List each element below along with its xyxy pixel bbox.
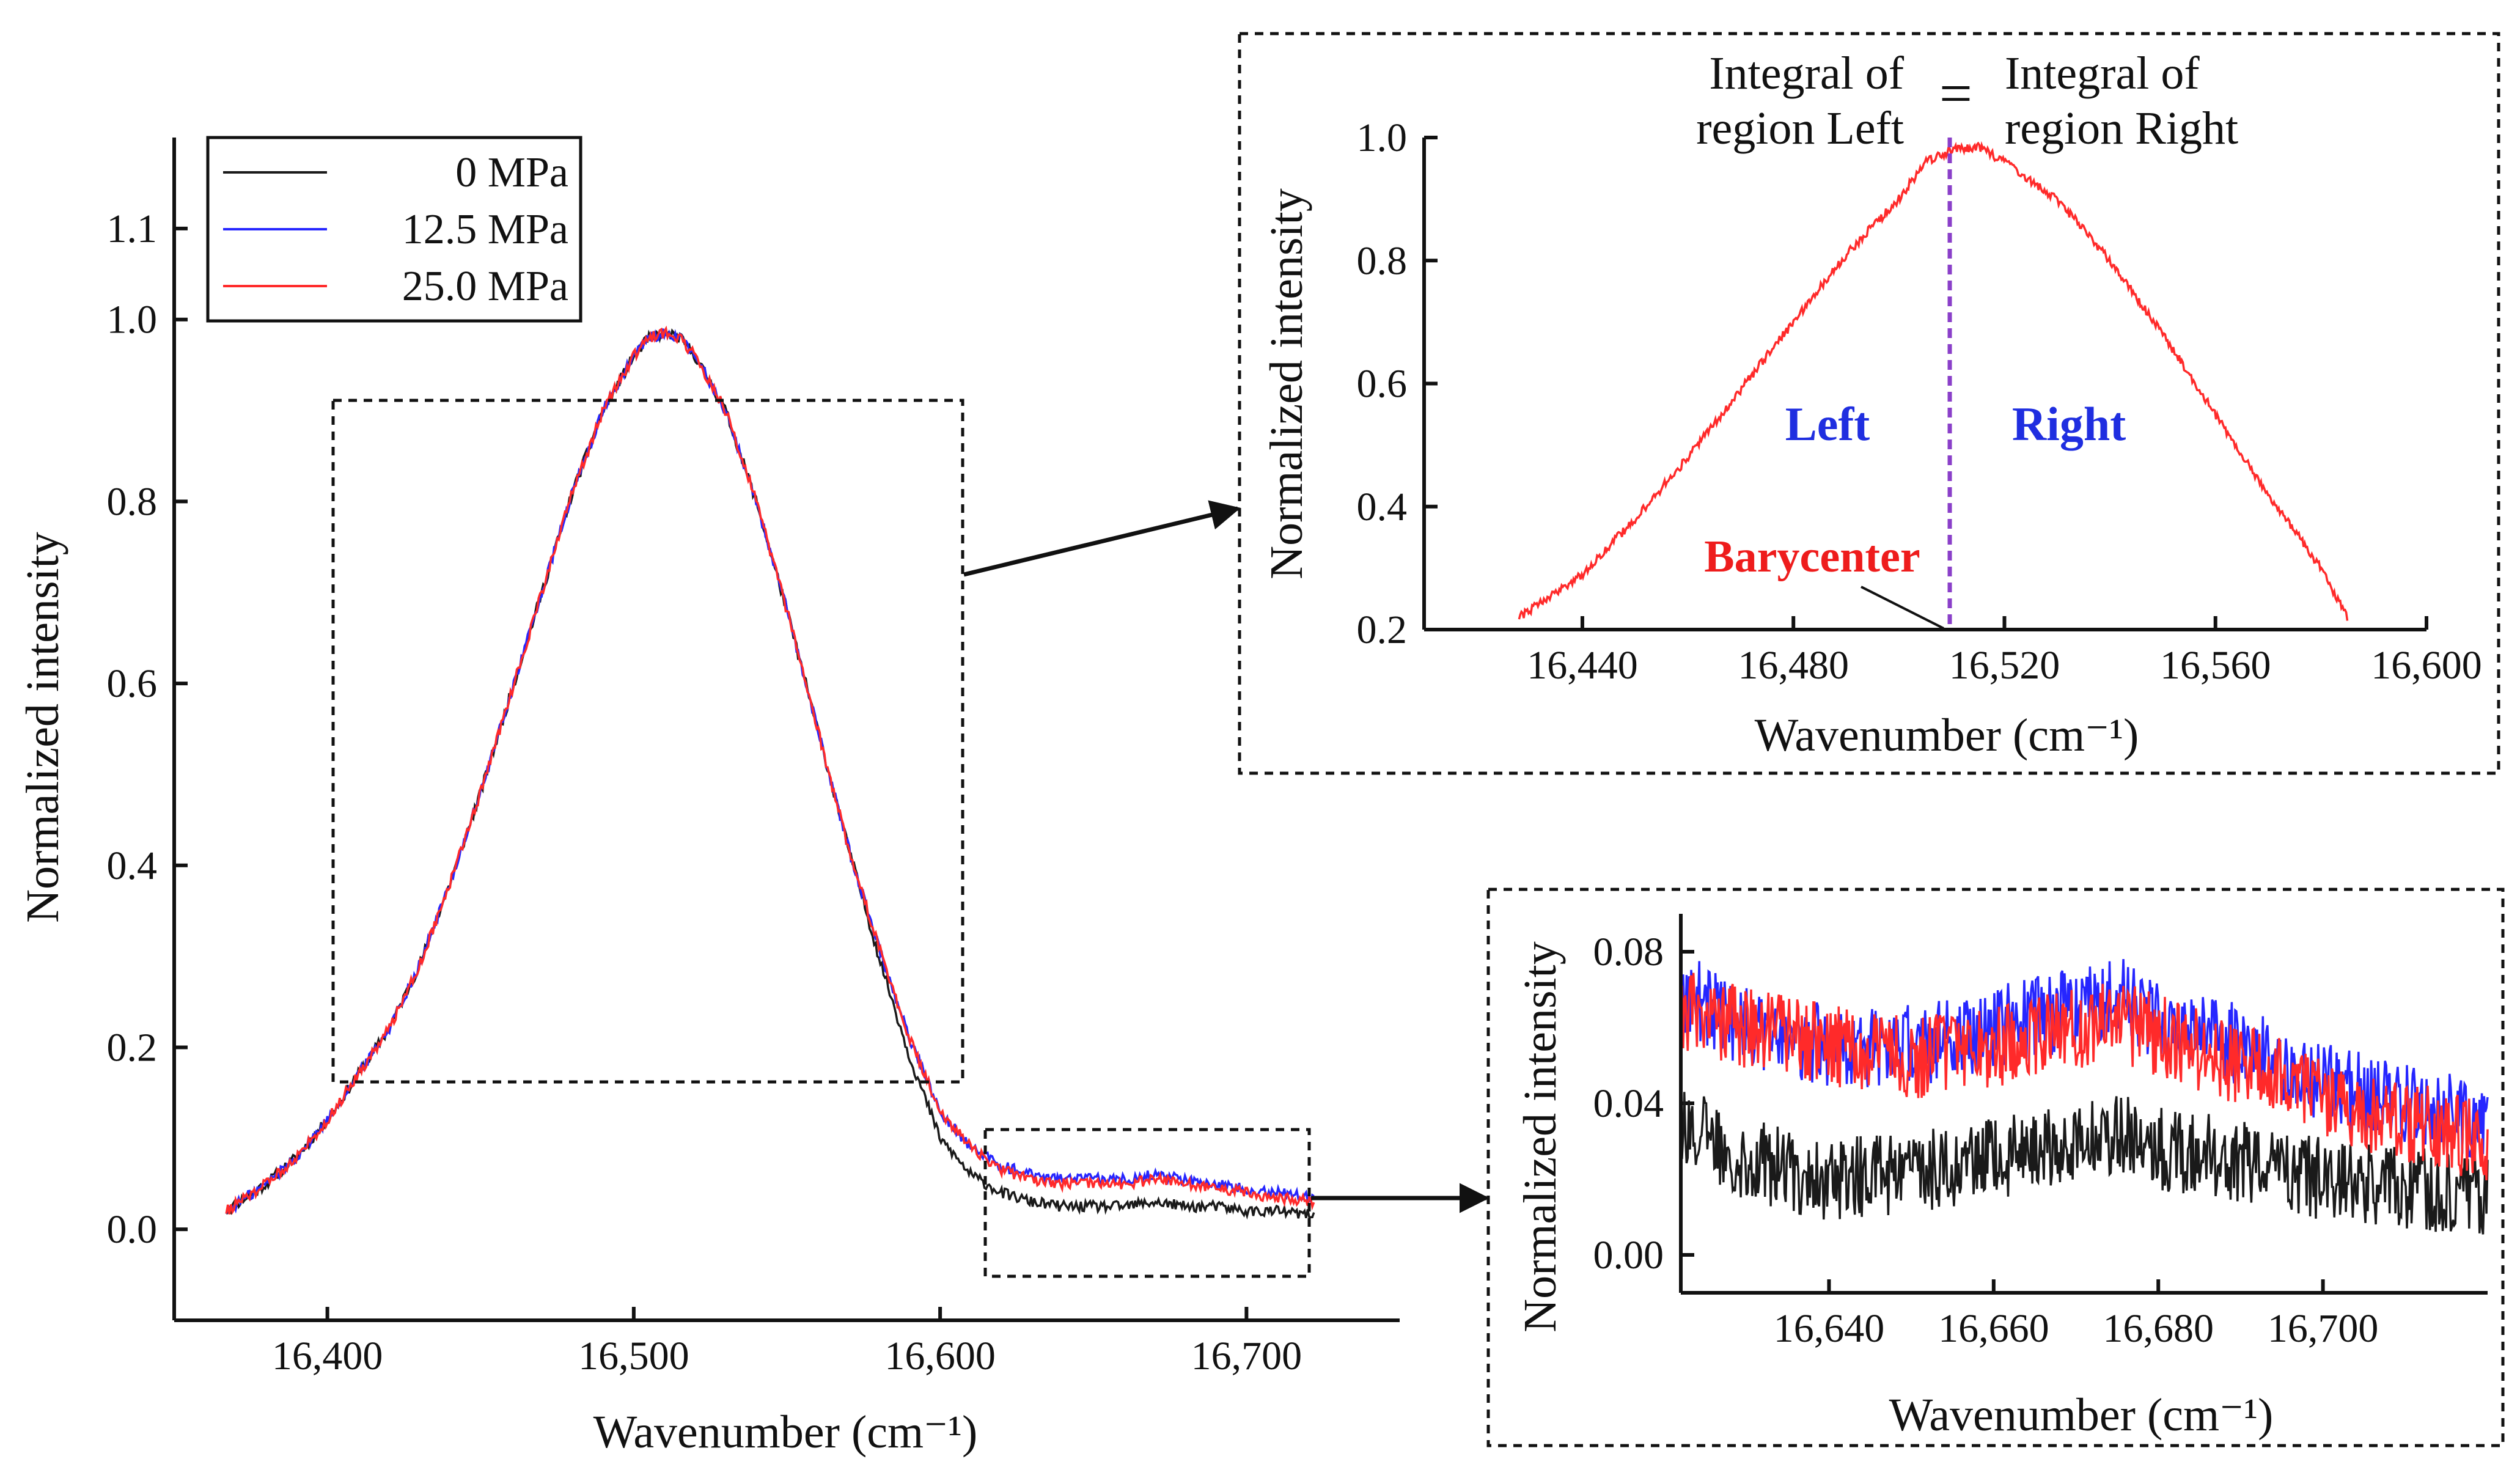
main-chart: 16,400 16,500 16,600 16,700 0.0 0.2 0.4 0.6 0.8 1… (17, 136, 1400, 1458)
tail-region-box (983, 1128, 1311, 1278)
integral-left-line2: region Left (1696, 103, 1904, 154)
main-series-0-mpa (226, 328, 1315, 1220)
main-y-tick-label: 0.2 (107, 1025, 158, 1070)
peak-inset-x-tick-label: 16,560 (2160, 643, 2271, 688)
main-series-lines (225, 325, 1315, 1220)
main-x-tick-label: 16,700 (1191, 1334, 1302, 1378)
peak-inset-y-tick-label: 0.6 (1357, 362, 1408, 406)
main-grid-ticks: 16,400 16,500 16,600 16,700 0.0 0.2 0.4 0.6 0.8 1… (107, 207, 1302, 1378)
peak-inset-frame (1238, 32, 2500, 775)
equals-sign: = (1939, 61, 1972, 126)
tail-inset-x-tick-label: 16,660 (1938, 1306, 2049, 1351)
main-x-tick-label: 16,400 (272, 1334, 383, 1378)
tail-inset-series-25-0-mpa (1680, 972, 2489, 1180)
tail-inset-y-tick-label: 0.08 (1593, 930, 1664, 974)
peak-region-box (331, 399, 964, 1084)
peak-inset-x-tick-label: 16,440 (1527, 643, 1638, 688)
main-series-25-0-mpa (225, 325, 1315, 1215)
tail-inset-y-tick-label: 0.04 (1593, 1081, 1664, 1126)
peak-inset-y-tick-label: 1.0 (1357, 116, 1408, 160)
integral-right-line2: region Right (2005, 103, 2238, 154)
main-y-tick-label: 0.4 (107, 844, 158, 888)
main-legend: 0 MPa 12.5 MPa 25.0 MPa (206, 136, 582, 323)
peak-inset-y-tick-label: 0.2 (1357, 608, 1408, 652)
barycenter-label: Barycenter (1704, 532, 1920, 582)
peak-inset-x-tick-label: 16,520 (1949, 643, 2060, 688)
peak-inset-x-axis-title: Wavenumber (cm⁻¹) (1755, 710, 2139, 761)
main-y-tick-label: 1.0 (107, 298, 158, 342)
peak-inset-y-tick-label: 0.4 (1357, 485, 1408, 529)
main-x-axis-title: Wavenumber (cm⁻¹) (593, 1406, 978, 1458)
main-y-tick-label: 0.0 (107, 1207, 158, 1252)
tail-inset-series-lines (1680, 959, 2489, 1235)
barycenter-pointer (1861, 586, 1944, 630)
peak-inset-y-axis-title: Normalized intensity (1261, 188, 1312, 579)
peak-inset: 16,440 16,480 16,520 16,560 16,600 0.2 0.4 0.6 0… (1238, 32, 2500, 775)
main-y-axis-title: Normalized intensity (17, 532, 68, 923)
integral-left-line1: Integral of (1709, 48, 1904, 99)
legend-label-0mpa: 0 MPa (455, 149, 568, 196)
main-y-tick-label: 0.8 (107, 479, 158, 524)
peak-inset-x-tick-label: 16,480 (1738, 643, 1849, 688)
tail-inset-frame (1486, 888, 2505, 1447)
peak-inset-x-tick-label: 16,600 (2371, 643, 2482, 688)
tail-inset-grid-ticks: 16,640 16,660 16,680 16,700 0.00 0.04 0.08 (1593, 930, 2379, 1351)
tail-inset-x-tick-label: 16,680 (2103, 1306, 2214, 1351)
tail-inset-x-axis-title: Wavenumber (cm⁻¹) (1889, 1389, 2274, 1441)
integral-right-line1: Integral of (2005, 48, 2200, 99)
tail-inset-y-axis-title: Normalized intensity (1515, 941, 1566, 1333)
region-left-label: Left (1785, 397, 1870, 450)
peak-inset-arrow (963, 500, 1241, 577)
legend-label-25mpa: 25.0 MPa (402, 263, 568, 310)
main-x-tick-label: 16,600 (884, 1334, 996, 1378)
peak-inset-y-tick-label: 0.8 (1357, 238, 1408, 283)
tail-inset: 16,640 16,660 16,680 16,700 0.00 0.04 0.08 Wav… (1486, 888, 2505, 1447)
region-right-label: Right (2012, 397, 2126, 450)
legend-label-12-5mpa: 12.5 MPa (402, 206, 568, 253)
tail-inset-y-tick-label: 0.00 (1593, 1233, 1664, 1278)
tail-inset-series-0-mpa (1680, 1092, 2489, 1235)
main-y-tick-label: 1.1 (107, 207, 158, 251)
main-x-tick-label: 16,500 (578, 1334, 689, 1378)
tail-inset-x-tick-label: 16,700 (2268, 1306, 2379, 1351)
peak-inset-series-lines (1518, 141, 2349, 621)
peak-inset-grid-ticks: 16,440 16,480 16,520 16,560 16,600 0.2 0.4 0.6 0… (1357, 116, 2482, 688)
main-y-tick-label: 0.6 (107, 661, 158, 706)
tail-inset-x-tick-label: 16,640 (1774, 1306, 1885, 1351)
peak-inset-series-25-0-mpa (1518, 141, 2349, 621)
